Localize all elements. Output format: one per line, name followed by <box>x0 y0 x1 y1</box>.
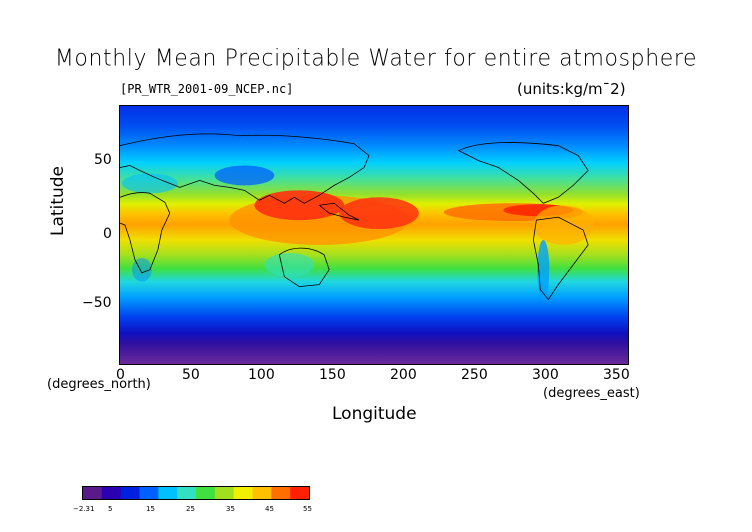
colorbar-label-5: 5 <box>108 505 113 513</box>
ytick-50: 50 <box>94 152 112 168</box>
colorbar-swatch <box>214 487 235 499</box>
colorbar-swatch <box>290 487 309 499</box>
colorbar-swatch <box>252 487 272 499</box>
chart-title: Monthly Mean Precipitable Water for enti… <box>54 45 698 72</box>
coastlines <box>120 133 589 301</box>
warm-pool-core-east <box>339 197 419 230</box>
africa-coast <box>120 192 171 274</box>
x-axis-label: Longitude <box>332 404 417 424</box>
ytick-0: 0 <box>103 226 112 242</box>
colorbar <box>82 486 310 500</box>
australia-coast <box>278 247 330 288</box>
colorbar-label-35: 35 <box>226 505 235 513</box>
file-name: [PR_WTR_2001-09_NCEP.nc] <box>120 82 294 96</box>
australia-dry <box>264 252 315 277</box>
xtick-100: 100 <box>248 367 275 383</box>
amazon-moist <box>533 205 594 245</box>
colorbar-swatch <box>271 487 291 499</box>
x-axis-unit: (degrees_east) <box>543 386 640 401</box>
colorbar-swatch <box>83 487 103 499</box>
colorbar-label-45: 45 <box>265 505 274 513</box>
ytick-minus-50: −50 <box>82 295 112 311</box>
y-axis-unit: (degrees_north) <box>47 377 151 392</box>
colorbar-label-15: 15 <box>146 505 155 513</box>
xtick-350: 350 <box>603 367 630 383</box>
colorbar-swatch <box>196 487 216 499</box>
eurasia-coast <box>120 133 370 204</box>
xtick-150: 150 <box>319 367 346 383</box>
warm-pool-core-west <box>254 190 345 221</box>
sahara-dry <box>121 173 178 194</box>
colorbar-swatch <box>177 487 197 499</box>
colorbar-swatch <box>158 487 178 499</box>
south-america-coast <box>532 216 589 301</box>
xtick-0: 0 <box>116 367 125 383</box>
colorbar-swatch <box>120 487 140 499</box>
colorbar-swatch <box>233 487 253 499</box>
tibet-dry <box>214 165 275 186</box>
y-axis-label: Latitude <box>48 166 68 236</box>
xtick-300: 300 <box>532 367 559 383</box>
colorbar-swatch <box>101 487 122 499</box>
colorbar-label-55: 55 <box>303 505 312 513</box>
xtick-50: 50 <box>182 367 200 383</box>
north-america-coast <box>457 142 589 204</box>
xtick-250: 250 <box>461 367 488 383</box>
precipitable-water-map <box>119 105 629 365</box>
xtick-200: 200 <box>390 367 417 383</box>
maritime-continent <box>318 202 360 221</box>
colorbar-swatch <box>139 487 159 499</box>
colorbar-label-25: 25 <box>186 505 195 513</box>
units-label: (units:kg/m¯2) <box>517 80 626 98</box>
colorbar-label-min: −2.31 <box>73 505 95 513</box>
